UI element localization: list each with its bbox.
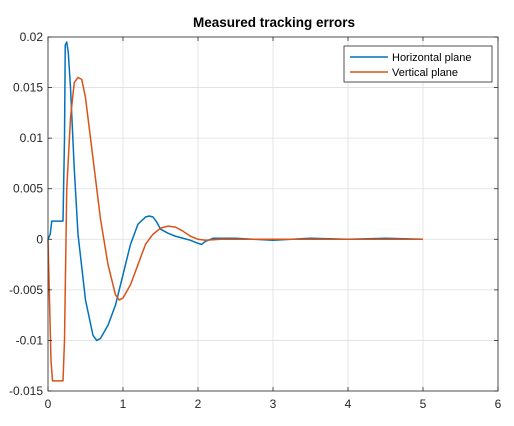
y-tick-label: 0 [36,232,43,246]
x-tick-label: 4 [345,397,352,411]
x-tick-label: 0 [45,397,52,411]
series-lines [47,41,424,382]
x-tick-label: 3 [270,397,277,411]
y-tick-label: 0.005 [13,182,43,196]
y-tick-label: 0.02 [20,30,44,44]
x-tick-label: 2 [195,397,202,411]
legend-box [343,45,493,83]
x-tick-label: 5 [420,397,427,411]
y-tick-label: -0.015 [9,384,43,398]
legend-label: Vertical plane [392,67,458,79]
x-tick-label: 1 [120,397,127,411]
y-tick-label: 0.015 [13,81,43,95]
series-line-2 [47,76,423,382]
legend: Horizontal plane Vertical plane [343,45,493,83]
axis-ticks: 0 1 2 3 4 5 6 -0.015 -0.01 -0.005 0 0.005 0.01 0.015 0… [9,30,502,411]
x-tick-label: 6 [495,397,502,411]
legend-label: Horizontal plane [392,52,472,64]
y-tick-label: 0.01 [20,131,44,145]
y-tick-label: -0.005 [9,283,43,297]
chart-title: Measured tracking errors [193,15,355,30]
y-tick-label: -0.01 [16,333,44,347]
